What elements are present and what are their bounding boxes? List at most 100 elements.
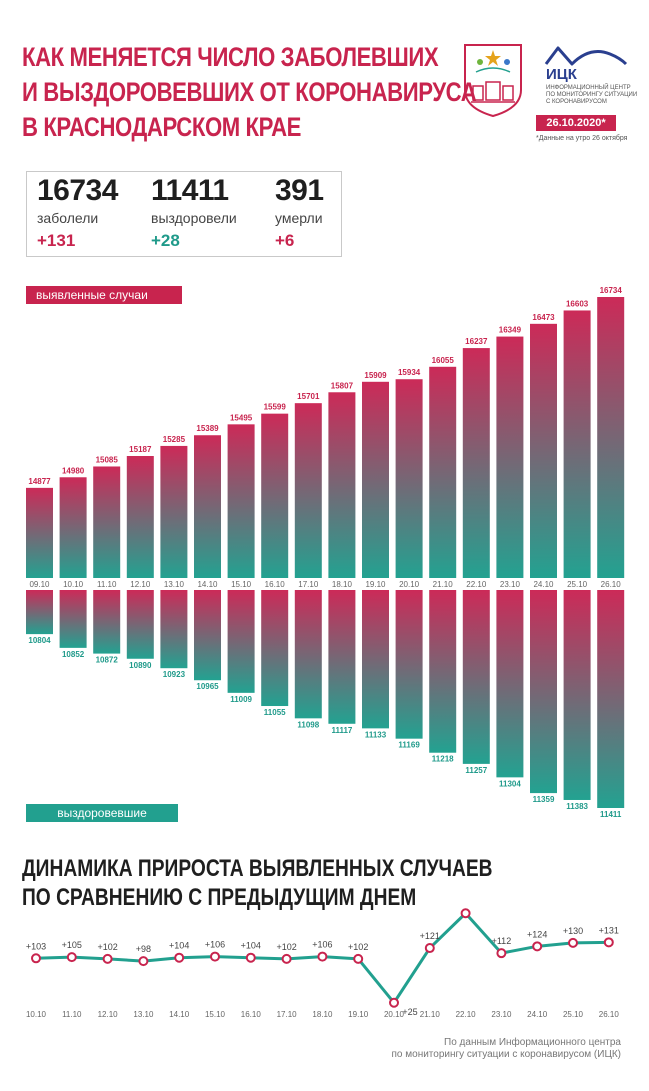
source-line-2: по мониторингу ситуации с коронавирусом … [391,1049,622,1060]
growth-date-tick-label: 21.10 [420,1010,441,1019]
date-tick-label: 26.10 [601,580,622,589]
cases-bar [563,310,591,578]
recovered-bar [462,590,490,764]
recovered-bar-value-label: 11009 [230,695,252,704]
growth-point [210,951,220,962]
growth-value-label: +124 [527,929,547,939]
stat-recovered-delta: +28 [151,231,180,250]
cases-bar-value-label: 15909 [364,371,387,380]
growth-value-label: +102 [97,942,117,952]
growth-point [174,952,185,963]
cases-bar-value-label: 16237 [465,337,488,346]
growth-date-tick-label: 14.10 [169,1010,190,1019]
growth-value-label: +112 [492,936,512,946]
cases-bar-value-label: 15187 [129,445,152,454]
recovered-bar-value-label: 10890 [129,661,152,670]
cases-bar [227,424,255,578]
date-tick-label: 11.10 [97,580,117,589]
growth-date-tick-label: 23.10 [491,1010,512,1019]
stat-cases-value: 16734 [37,174,118,207]
cases-bar [160,445,188,578]
recovered-bar [395,590,423,739]
stat-cases-delta: +131 [37,231,76,250]
recovered-bar [429,590,457,753]
recovered-bar-value-label: 11169 [398,741,420,750]
cases-bar [597,297,625,578]
cases-bar-value-label: 15285 [163,435,186,444]
growth-date-tick-label: 22.10 [456,1010,477,1019]
recovered-series-label: выздоровевшие [26,804,178,822]
cases-bar-value-label: 15085 [96,455,119,464]
cases-series-label: выявленные случаи [26,286,182,304]
growth-value-label: +131 [599,925,619,935]
date-tick-label: 18.10 [332,580,353,589]
recovered-bar-value-label: 11257 [465,766,487,775]
date-tick-label: 21.10 [433,580,454,589]
recovered-bar [530,590,557,794]
title-line-3: В КРАСНОДАРСКОМ КРАЕ [22,112,302,142]
stat-deaths-delta: +6 [275,231,295,250]
cases-recovered-bar-chart: 14877 09.10 10804 14980 10.10 10852 15085 11.10… [26,286,625,819]
cases-bar-value-label: 16603 [566,299,589,308]
growth-point [353,953,364,964]
date-tick-label: 23.10 [500,580,521,589]
source-line-1: По данным Информационного центра [444,1037,621,1048]
cases-bar-value-label: 15389 [196,424,219,433]
recovered-bar [93,590,121,654]
growth-point [281,953,292,964]
recovered-bar [59,590,87,648]
recovered-bar [597,590,625,808]
growth-title-line-2: ПО СРАВНЕНИЮ С ПРЕДЫДУЩИМ ДНЕМ [22,884,417,911]
cases-bar-value-label: 15934 [398,368,421,377]
growth-point [460,908,471,919]
stat-recovered-label: выздоровели [151,210,237,226]
recovered-bar-value-label: 11304 [499,779,521,788]
date-tick-label: 15.10 [231,580,252,589]
cases-bar [26,487,53,578]
growth-date-tick-label: 10.10 [26,1010,47,1019]
cases-bar [126,456,154,578]
growth-point [532,941,543,952]
stat-deaths-value: 391 [275,174,324,207]
recovered-bar [362,590,389,729]
cases-bar-value-label: 15701 [297,392,320,401]
cases-bar [362,381,389,578]
date-tick-label: 19.10 [365,580,386,589]
growth-value-label: +25 [402,1007,417,1017]
recovered-bar [126,590,154,659]
date-tick-label: 14.10 [197,580,218,589]
growth-value-label: +130 [563,926,583,936]
growth-value-label: +103 [26,941,46,951]
summary-stats-box: 16734 заболели +131 11411 выздоровели +2… [26,171,342,257]
cases-bar [395,379,423,578]
growth-value-label: +121 [420,931,440,941]
growth-date-tick-label: 24.10 [527,1010,548,1019]
icc-logo-name: ИЦК [546,66,577,83]
growth-point [138,956,149,967]
recovered-bar [328,590,356,724]
growth-point [317,951,328,962]
growth-point [31,953,41,964]
growth-date-tick-label: 17.10 [277,1010,298,1019]
recovered-bar-value-label: 10965 [196,682,219,691]
growth-value-label: +102 [276,942,296,952]
recovered-bar [227,590,255,693]
krasnodar-emblem-icon [464,44,522,118]
recovered-bar-value-label: 11117 [331,726,352,735]
date-tick-label: 16.10 [265,580,286,589]
recovered-bar [261,590,289,707]
growth-value-label: +105 [62,940,82,950]
growth-date-tick-label: 11.10 [62,1010,82,1019]
growth-point [496,948,507,959]
cases-bar-value-label: 15807 [331,381,354,390]
report-date-badge: 26.10.2020* [536,115,616,131]
growth-value-label: +98 [136,944,151,954]
icc-logo-icon [544,46,628,66]
recovered-bar [496,590,524,778]
growth-date-tick-label: 16.10 [241,1010,262,1019]
recovered-bar [194,590,221,681]
growth-value-label: +104 [169,941,189,951]
cases-bar-value-label: 14980 [62,466,85,475]
growth-value-label: +102 [348,942,368,952]
growth-value-label: +106 [205,940,225,950]
